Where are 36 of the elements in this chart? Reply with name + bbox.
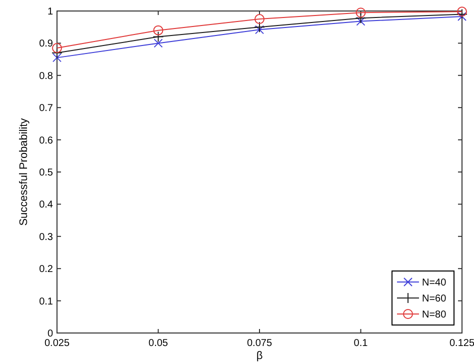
y-axis-title: Successful Probability (18, 118, 30, 226)
point (458, 12, 466, 21)
point (153, 25, 164, 36)
x-axis-title: β (256, 350, 263, 362)
point (254, 22, 265, 33)
y-tick-label: 0.8 (39, 70, 54, 82)
y-tick-label: 0.5 (39, 168, 54, 178)
legend-label: N=40 (422, 278, 447, 288)
point (52, 47, 62, 58)
legend-label: N=80 (422, 310, 447, 320)
y-tick-label: 1 (47, 6, 54, 18)
y-tick-label: 0.9 (39, 38, 54, 50)
x-tick-label: 0.05 (148, 338, 168, 349)
point (356, 8, 366, 18)
x-tick-label: 0.075 (246, 338, 272, 349)
point (254, 14, 264, 24)
y-tick-label: 0 (47, 328, 54, 340)
point (152, 31, 164, 42)
point (456, 8, 468, 20)
point (356, 16, 366, 26)
point (52, 43, 62, 54)
point (255, 25, 264, 34)
point (52, 53, 62, 62)
point (457, 6, 467, 17)
y-tick-label: 0.4 (39, 200, 54, 211)
legend-label: N=60 (422, 294, 447, 304)
x-tick-label: 0.1 (354, 338, 368, 349)
point (355, 12, 366, 24)
y-tick-label: 0.1 (39, 296, 54, 308)
y-tick-label: 0.3 (39, 232, 54, 243)
x-tick-label: 0.025 (44, 338, 70, 349)
y-tick-label: 0.7 (39, 103, 54, 114)
point (154, 38, 163, 48)
x-tick-label: 0.125 (449, 338, 474, 349)
y-tick-label: 0.2 (39, 264, 54, 276)
y-tick-label: 0.6 (39, 135, 54, 146)
